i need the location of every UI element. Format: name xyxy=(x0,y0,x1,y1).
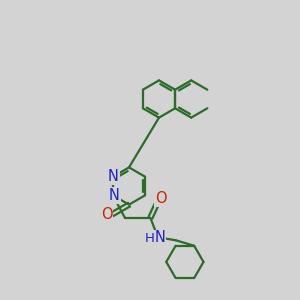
Text: O: O xyxy=(101,207,112,222)
Text: N: N xyxy=(109,188,120,203)
Text: O: O xyxy=(155,191,167,206)
Text: N: N xyxy=(108,169,119,184)
Text: H: H xyxy=(145,232,154,245)
Text: N: N xyxy=(155,230,166,245)
